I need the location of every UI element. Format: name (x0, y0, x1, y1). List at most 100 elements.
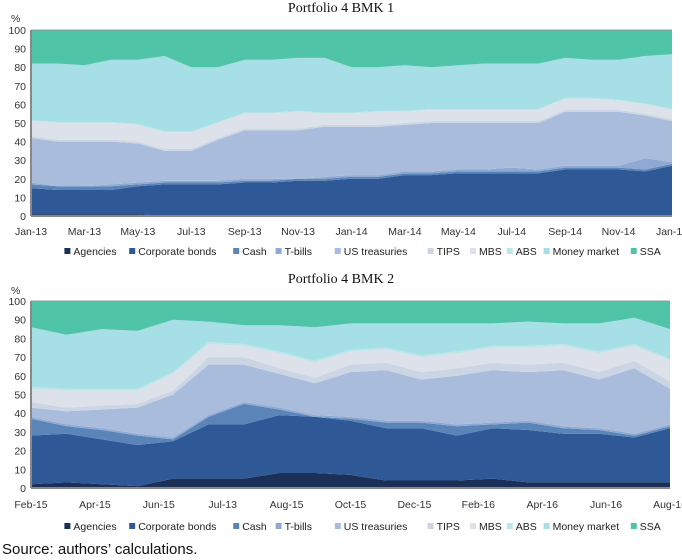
legend-item: SSA (630, 246, 661, 258)
source-note: Source: authors’ calculations. (2, 541, 198, 558)
y-tick-label: 50 (14, 118, 26, 130)
area-ssa (31, 30, 672, 68)
legend-label: Cash (242, 246, 267, 258)
legend-label: ABS (516, 521, 537, 533)
legend: Agencies Corporate bonds Cash T-bills US tre… (64, 521, 661, 533)
legend-swatch (129, 523, 136, 529)
y-tick-label: 90 (14, 44, 26, 56)
legend-item: Agencies (64, 246, 117, 258)
legend-label: US treasuries (344, 521, 408, 533)
legend-label: Money market (553, 521, 620, 533)
y-tick-label: 50 (14, 390, 26, 402)
legend-swatch (64, 523, 71, 529)
y-tick-label: 60 (14, 99, 26, 111)
legend-swatch (233, 523, 240, 529)
legend-label: T-bills (285, 246, 312, 258)
y-tick-label: 80 (14, 333, 26, 345)
x-tick-label: Mar-14 (388, 226, 421, 238)
legend-swatch (630, 523, 637, 529)
legend-item: Cash (233, 521, 267, 533)
legend-item: Cash (233, 246, 267, 258)
chart-2: Portfolio 4 BMK 2% 0 10 20 30 40 50 60 70 80 90 100… (8, 272, 682, 533)
x-tick-label: Oct-15 (335, 499, 367, 511)
area-money-market (31, 317, 670, 389)
y-tick-label: 90 (14, 315, 26, 327)
legend-swatch (543, 248, 550, 254)
x-tick-label: May-13 (120, 226, 155, 238)
legend-label: Agencies (73, 246, 116, 258)
legend-swatch (427, 248, 434, 254)
chart-title: Portfolio 4 BMK 1 (288, 1, 394, 16)
y-tick-label: 70 (14, 81, 26, 93)
x-tick-label: Jan-15 (656, 226, 682, 238)
x-tick-label: Jan-13 (15, 226, 47, 238)
legend-item: Corporate bonds (129, 246, 216, 258)
y-tick-label: 60 (14, 371, 26, 383)
area-tips (31, 357, 670, 412)
y-tick-label: 30 (14, 427, 26, 439)
area-money-market (31, 54, 672, 132)
legend-item: MBS (470, 246, 502, 258)
area-us-treasuries (31, 111, 672, 187)
legend-item: TIPS (427, 521, 460, 533)
area-mbs (31, 344, 670, 408)
y-tick-label: 100 (8, 296, 26, 308)
area-ssa (31, 301, 670, 335)
x-tick-label: Dec-15 (397, 499, 431, 511)
legend-swatch (334, 248, 341, 254)
x-tick-label: Nov-14 (602, 226, 636, 238)
legend-swatch (129, 248, 136, 254)
legend-item: SSA (630, 521, 661, 533)
legend-label: T-bills (285, 521, 312, 533)
legend-item: US treasuries (334, 521, 408, 533)
legend-swatch (334, 523, 341, 529)
legend-swatch (233, 248, 240, 254)
x-tick-label: Mar-13 (68, 226, 101, 238)
chart-title: Portfolio 4 BMK 2 (288, 272, 394, 287)
y-tick-label: 80 (14, 62, 26, 74)
x-tick-label: Sep-14 (548, 226, 582, 238)
x-tick-label: Nov-13 (281, 226, 315, 238)
area-us-treasuries (31, 364, 670, 438)
y-tick-label: 0 (20, 211, 26, 223)
x-tick-label: Jan-14 (335, 226, 367, 238)
legend-item: US treasuries (334, 246, 408, 258)
legend-item: Agencies (64, 521, 117, 533)
y-tick-label: 40 (14, 408, 26, 420)
x-tick-label: Aug-15 (270, 499, 304, 511)
area-agencies (31, 473, 670, 488)
area-mbs (31, 98, 672, 149)
legend-label: SSA (640, 521, 661, 533)
legend-swatch (275, 248, 282, 254)
y-axis-unit: % (11, 13, 20, 25)
legend-item: Money market (543, 246, 619, 258)
y-tick-label: 0 (20, 483, 26, 495)
legend-swatch (506, 523, 513, 529)
y-tick-label: 30 (14, 155, 26, 167)
legend-item: T-bills (275, 246, 312, 258)
legend-label: ABS (516, 246, 537, 258)
x-tick-label: Apr-15 (79, 499, 111, 511)
legend-label: MBS (479, 246, 502, 258)
chart-1: Portfolio 4 BMK 1% 0 10 20 30 40 50 60 70 80 90 100… (8, 1, 682, 258)
legend-swatch (506, 248, 513, 254)
legend-swatch (275, 523, 282, 529)
x-tick-label: Jul-13 (177, 226, 206, 238)
legend-swatch (470, 248, 476, 254)
x-tick-label: May-14 (441, 226, 476, 238)
x-tick-label: Aug-16 (653, 499, 682, 511)
x-tick-label: Jul-13 (208, 499, 237, 511)
area-corporate-bonds (31, 415, 670, 487)
x-tick-label: Jun-15 (143, 499, 175, 511)
y-tick-label: 70 (14, 352, 26, 364)
x-tick-label: Apr-16 (526, 499, 558, 511)
legend-swatch (543, 523, 550, 529)
legend-label: US treasuries (344, 246, 408, 258)
legend-item: Corporate bonds (129, 521, 216, 533)
legend-label: Corporate bonds (138, 246, 216, 258)
y-tick-label: 100 (8, 25, 26, 37)
legend-item: ABS (506, 246, 537, 258)
legend-label: MBS (479, 521, 502, 533)
legend-item: Money market (543, 521, 620, 533)
